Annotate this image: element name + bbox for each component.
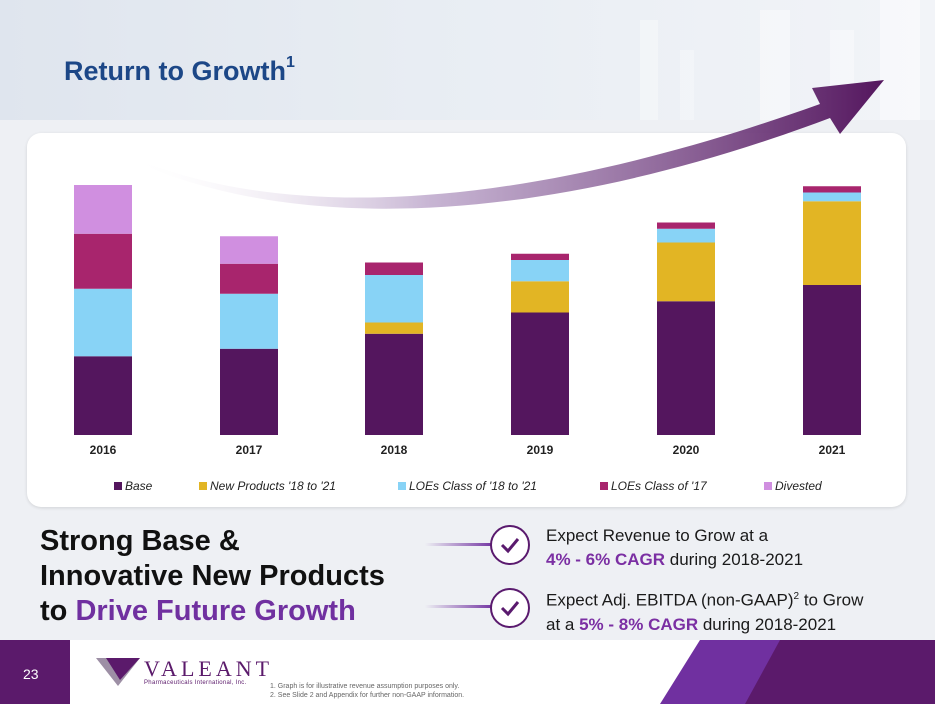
bar-2021-base [803, 285, 861, 435]
bar-2018-new-products-18-to-21 [365, 322, 423, 334]
logo-subtitle: Pharmaceuticals International, Inc. [144, 680, 247, 686]
headline-line-1: Strong Base & [40, 525, 240, 557]
bar-2020-loes-class-of-18-to-21 [657, 228, 715, 243]
footnote-2: 2. See Slide 2 and Appendix for further … [270, 692, 465, 699]
footnote-1: 1. Graph is for illustrative revenue ass… [270, 683, 460, 690]
x-tick-label: 2016 [90, 443, 117, 457]
bar-2016-base [74, 356, 132, 435]
x-tick-label: 2017 [236, 443, 263, 457]
bar-2019-new-products-18-to-21 [511, 281, 569, 313]
bar-2018-loes-class-of-18-to-21 [365, 275, 423, 323]
headline: Strong Base & Innovative New Products to… [40, 524, 385, 629]
growth-arrow [128, 80, 884, 209]
x-tick-label: 2020 [673, 443, 700, 457]
checkmark-icon [490, 525, 530, 565]
footnotes: 1. Graph is for illustrative revenue ass… [270, 682, 464, 700]
headline-line-2: Innovative New Products [40, 560, 385, 592]
bar-2017-loes-class-of-18-to-21 [220, 293, 278, 349]
bar-2018-loes-class-of-17 [365, 262, 423, 275]
revenue-expectation: Expect Revenue to Grow at a 4% - 6% CAGR… [546, 526, 804, 569]
legend-label: Base [125, 479, 153, 493]
bar-2021-new-products-18-to-21 [803, 201, 861, 285]
bar-2019-base [511, 312, 569, 435]
bar-2017-base [220, 348, 278, 435]
legend-label: LOEs Class of '18 to '21 [409, 479, 537, 493]
bar-2018-base [365, 333, 423, 435]
legend-swatch [600, 482, 608, 490]
x-tick-label: 2021 [819, 443, 846, 457]
legend-swatch [764, 482, 772, 490]
header-background [0, 0, 935, 120]
page-number: 23 [0, 640, 70, 704]
legend-label: Divested [775, 479, 822, 493]
bar-2019-loes-class-of-17 [511, 253, 569, 260]
valeant-logo-icon [96, 658, 140, 686]
bar-2021-loes-class-of-17 [803, 186, 861, 193]
connector-line-1 [425, 543, 495, 546]
headline-line-3: to Drive Future Growth [40, 595, 356, 627]
legend-swatch [398, 482, 406, 490]
bar-2016-loes-class-of-17 [74, 233, 132, 289]
bar-2020-new-products-18-to-21 [657, 242, 715, 302]
bar-2017-divested [220, 236, 278, 264]
footer-decoration [660, 640, 935, 704]
legend-swatch [114, 482, 122, 490]
ebitda-expectation: Expect Adj. EBITDA (non-GAAP)2 to Grow a… [546, 590, 864, 634]
bar-2016-divested [74, 185, 132, 234]
bar-2019-loes-class-of-18-to-21 [511, 260, 569, 282]
legend-label: New Products '18 to '21 [210, 479, 336, 493]
x-tick-label: 2019 [527, 443, 554, 457]
legend-swatch [199, 482, 207, 490]
bar-2017-loes-class-of-17 [220, 263, 278, 294]
legend-label: LOEs Class of '17 [611, 479, 708, 493]
bar-2020-loes-class-of-17 [657, 222, 715, 229]
connector-line-2 [425, 605, 495, 608]
bar-2016-loes-class-of-18-to-21 [74, 288, 132, 357]
logo-text: VALEANT [144, 656, 274, 681]
x-tick-label: 2018 [381, 443, 408, 457]
checkmark-icon [490, 588, 530, 628]
bar-2021-loes-class-of-18-to-21 [803, 192, 861, 202]
page-title: Return to Growth1 [64, 54, 295, 86]
bar-2020-base [657, 301, 715, 435]
revenue-stacked-bar-chart: 2016 2017 2018 2019 2020 2021 Base New Product… [74, 80, 884, 493]
